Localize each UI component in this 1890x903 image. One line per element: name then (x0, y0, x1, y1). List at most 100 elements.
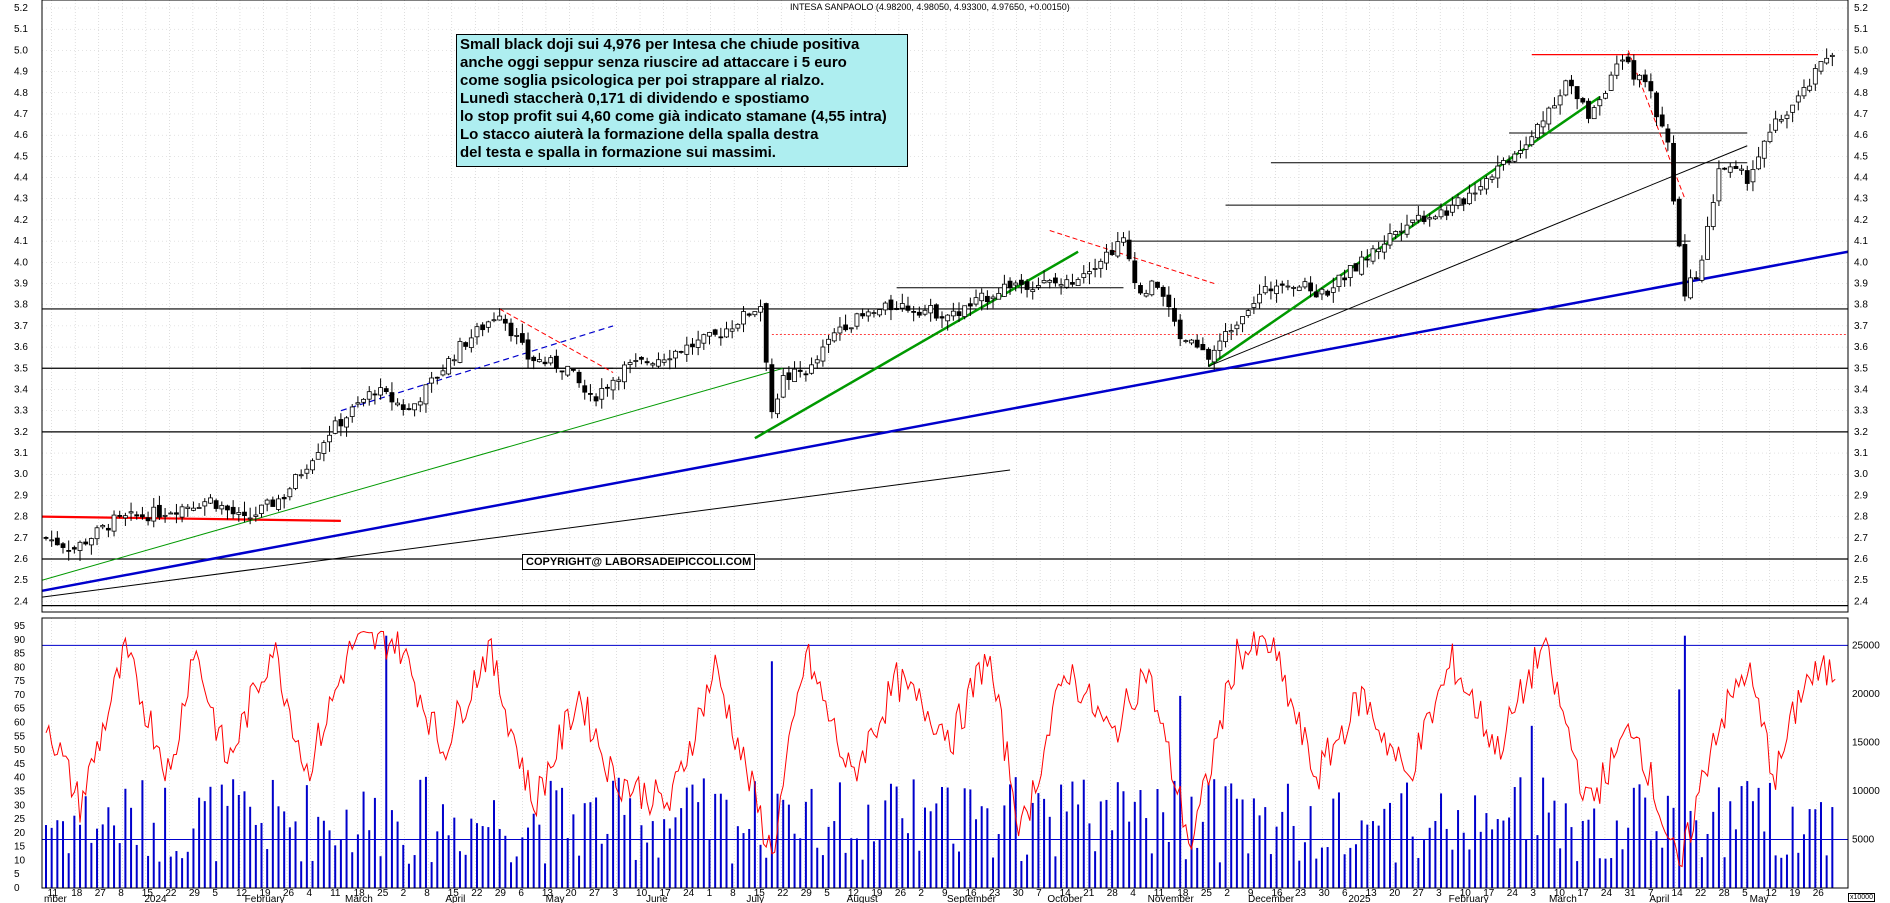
volume-bar (300, 861, 303, 888)
x-day-tick: 28 (1107, 888, 1119, 899)
candle-body (1370, 248, 1376, 262)
volume-bar (844, 852, 847, 888)
osc-tick-left: 15 (14, 842, 26, 853)
volume-bar (373, 797, 376, 888)
volume-bar (1303, 842, 1306, 888)
volume-bar (549, 780, 552, 888)
candle-body (1710, 202, 1716, 227)
price-tick-right: 4.0 (1854, 257, 1868, 268)
candle-body (1659, 114, 1665, 127)
candle-body (724, 328, 729, 338)
candle-body (661, 359, 667, 363)
price-tick-left: 3.5 (14, 363, 28, 374)
candle-body (1223, 331, 1228, 343)
volume-bar (912, 779, 915, 888)
candle-body (690, 343, 695, 348)
candle-body (1217, 340, 1223, 351)
annotation-line: Small black doji sui 4,976 per Intesa ch… (460, 36, 860, 53)
candle-body (888, 299, 894, 311)
price-tick-right: 4.9 (1854, 67, 1868, 78)
volume-bar (1213, 779, 1216, 888)
volume-bar (260, 822, 263, 888)
volume-bar (742, 833, 745, 888)
x-day-tick: 12 (848, 888, 860, 899)
candle-body (1200, 343, 1206, 351)
volume-bar (1757, 787, 1760, 888)
price-tick-left: 3.1 (14, 448, 28, 459)
x-day-tick: 23 (989, 888, 1001, 899)
candle-body (1546, 107, 1552, 125)
volume-bar (1632, 787, 1635, 888)
candle-body (1393, 231, 1399, 235)
x-day-tick: 1 (707, 888, 713, 899)
volume-bar (674, 817, 677, 888)
header-title: INTESA SANPAOLO (790, 2, 874, 12)
candle-body (1608, 74, 1614, 91)
x-day-tick: 7 (1648, 888, 1654, 899)
candle-body (225, 505, 230, 511)
candle-body (1291, 287, 1296, 289)
candle-body (264, 499, 270, 505)
volume-bar (96, 828, 99, 888)
candle-body (1070, 282, 1075, 285)
candle-body (916, 311, 922, 316)
candle-body (230, 506, 236, 515)
volume-bar (1400, 793, 1403, 888)
candle-body (1501, 160, 1506, 165)
volume-bar (629, 798, 632, 888)
price-tick-left: 3.4 (14, 384, 28, 395)
volume-bar (436, 831, 439, 888)
candle-body (49, 539, 55, 542)
candle-body (400, 404, 406, 410)
volume-bar (1712, 811, 1715, 888)
x-day-tick: 31 (1624, 888, 1636, 899)
volume-bar (1031, 802, 1034, 888)
candle-body (304, 468, 310, 474)
volume-bar (753, 781, 756, 888)
annotation-line: Lo stacco aiuterà la formazione della sp… (460, 126, 819, 143)
volume-bar (1332, 798, 1335, 888)
candle-body (610, 379, 616, 391)
candle-body (622, 364, 627, 383)
candle-body (1495, 165, 1501, 179)
red-dashed-line (1049, 230, 1215, 284)
osc-tick-left: 5 (14, 869, 20, 880)
price-tick-right: 3.0 (1854, 469, 1868, 480)
volume-bar (124, 788, 127, 888)
volume-bar (748, 828, 751, 888)
volume-bar (84, 796, 87, 888)
candle-body (1489, 176, 1495, 180)
candle-body (1115, 241, 1121, 257)
price-tick-left: 2.9 (14, 490, 28, 501)
candle-body (1149, 280, 1155, 296)
volume-bar (1615, 820, 1618, 888)
candle-body (321, 442, 327, 454)
volume-bar (1014, 777, 1017, 888)
candle-body (911, 311, 917, 313)
price-tick-left: 3.0 (14, 469, 28, 480)
candle-body (202, 501, 208, 507)
price-tick-right: 4.6 (1854, 130, 1868, 141)
candle-body (497, 315, 503, 321)
x-day-tick: 4 (1130, 888, 1136, 899)
volume-bar (510, 862, 513, 888)
volume-bar (969, 789, 972, 888)
volume-bar (527, 827, 530, 888)
candle-body (1104, 251, 1109, 264)
candle-body (1427, 217, 1433, 220)
x-day-tick: 2 (401, 888, 407, 899)
candle-body (94, 527, 100, 540)
volume-bar (249, 806, 252, 888)
volume-bar (1513, 787, 1516, 888)
volume-bar (470, 818, 473, 888)
candle-body (605, 386, 610, 389)
x-day-tick: 18 (71, 888, 83, 899)
volume-bar (765, 857, 768, 888)
volume-bar (1377, 825, 1380, 888)
candle-body (650, 363, 656, 366)
green-trendline (41, 367, 784, 581)
candle-body (1716, 168, 1722, 202)
candle-body (531, 356, 537, 362)
x-day-tick: 2 (1224, 888, 1230, 899)
candle-body (1824, 57, 1830, 64)
